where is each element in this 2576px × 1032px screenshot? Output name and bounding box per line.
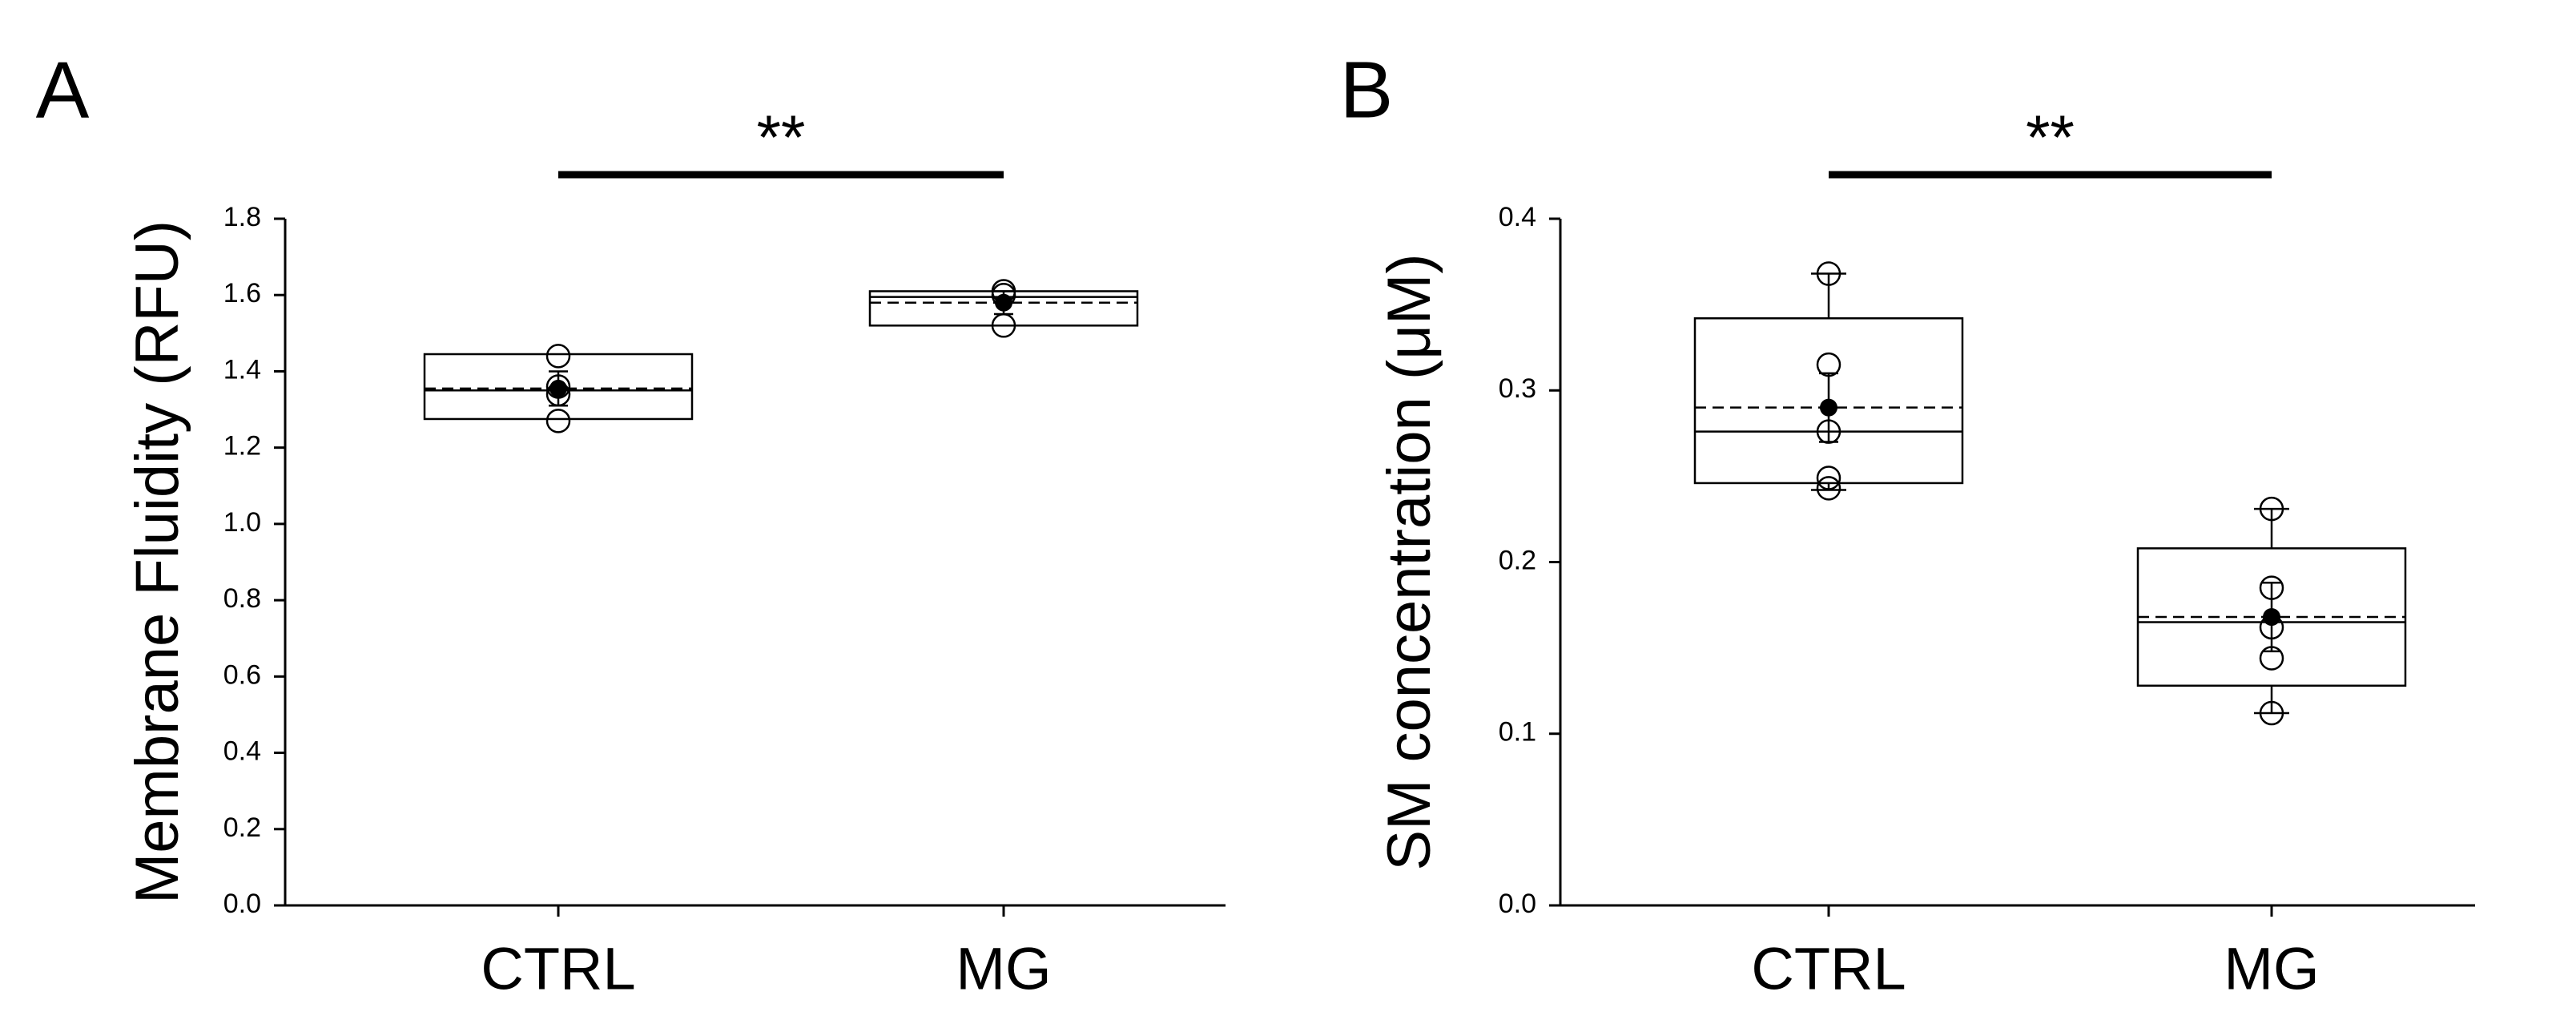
- y-axis-label: SM concentration (μM): [1375, 253, 1443, 870]
- y-tick-label: 0.6: [223, 659, 261, 690]
- data-point: [1816, 419, 1841, 444]
- data-point: [1816, 352, 1841, 377]
- data-point: [991, 313, 1016, 338]
- panel-b: B SM concentration (μM) 0.0 0.1 0.2 0.3 0.4 CTR…: [1340, 45, 2475, 1002]
- y-tick-label: 1.2: [223, 431, 261, 462]
- panel-a: A Membrane Fluidity (RFU) 0.0 0.2 0.4 0.6 0.8 1…: [36, 45, 1226, 1002]
- data-point: [1816, 261, 1841, 286]
- panel-label: A: [36, 45, 90, 135]
- y-tick-label: 0.8: [223, 583, 261, 614]
- box-group-ctrl: [1693, 261, 1964, 501]
- box-iqr: [1693, 317, 1964, 485]
- y-tick-label: 0.3: [1499, 373, 1536, 404]
- box-group-mg: [2136, 496, 2407, 726]
- mean-marker: [2263, 608, 2280, 627]
- y-tick-label: 1.8: [223, 202, 261, 232]
- data-point: [2259, 496, 2284, 522]
- mean-marker: [995, 293, 1012, 312]
- data-point: [2259, 700, 2284, 726]
- data-point: [545, 374, 571, 399]
- significance-marker: **: [2026, 102, 2075, 172]
- y-tick-label: 0.1: [1499, 717, 1536, 748]
- data-point: [1816, 476, 1841, 501]
- data-point: [1816, 466, 1841, 490]
- y-tick-label: 1.0: [223, 507, 261, 538]
- y-tick-label: 0.0: [223, 889, 261, 919]
- data-point: [2259, 575, 2284, 600]
- mean-marker: [549, 379, 567, 397]
- data-point: [2259, 646, 2284, 671]
- y-tick-label: 1.6: [223, 278, 261, 308]
- data-point: [545, 409, 571, 433]
- significance-marker: **: [757, 102, 806, 172]
- y-tick-label: 0.4: [1499, 202, 1536, 232]
- x-category-label: CTRL: [481, 936, 635, 1002]
- y-axis-label: Membrane Fluidity (RFU): [123, 220, 191, 904]
- box-group-mg: [868, 279, 1139, 338]
- mean-marker: [1820, 398, 1837, 417]
- box-iqr: [423, 353, 694, 421]
- x-category-label: CTRL: [1751, 936, 1906, 1002]
- y-tick-label: 0.4: [223, 736, 261, 767]
- panel-label: B: [1340, 45, 1394, 135]
- y-tick-label: 1.4: [223, 354, 261, 385]
- y-tick-label: 0.2: [1499, 545, 1536, 575]
- box-group-ctrl: [423, 344, 694, 433]
- y-tick-label: 0.2: [223, 812, 261, 843]
- y-tick-label: 0.0: [1499, 889, 1536, 919]
- data-point: [545, 344, 571, 369]
- x-category-label: MG: [2224, 936, 2319, 1002]
- x-category-label: MG: [956, 936, 1051, 1002]
